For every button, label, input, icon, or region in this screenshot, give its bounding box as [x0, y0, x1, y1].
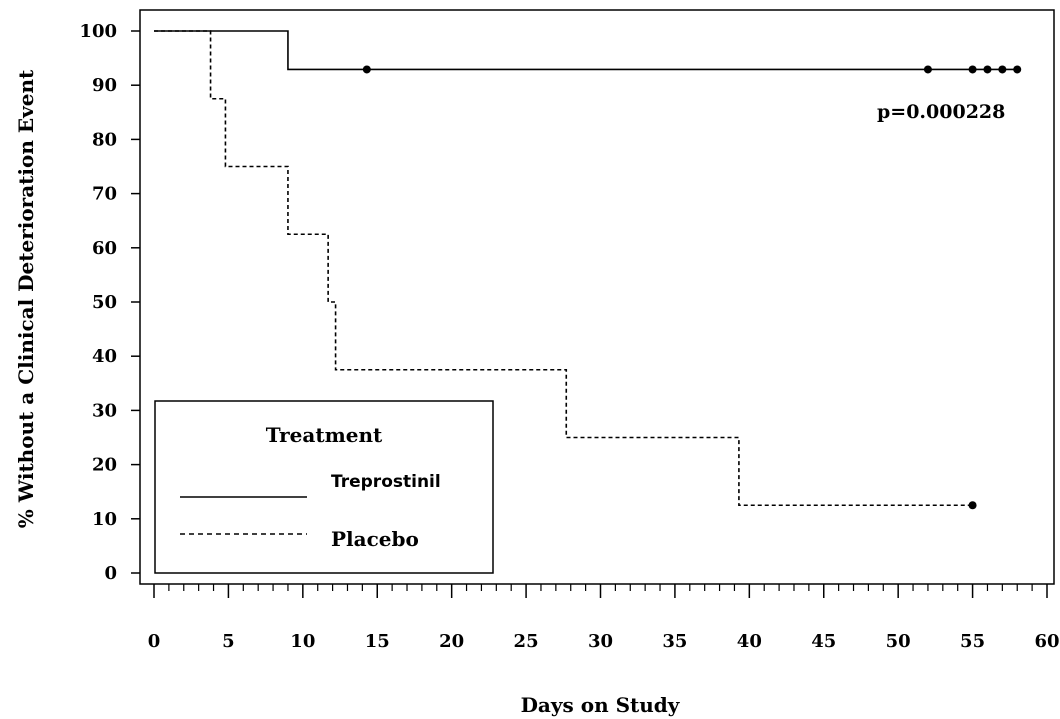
- x-tick-label: 55: [960, 631, 985, 652]
- x-tick-label: 20: [439, 631, 464, 652]
- x-tick-label: 5: [222, 631, 235, 652]
- series-lines: [154, 30, 1021, 507]
- x-tick-label: 0: [148, 631, 161, 652]
- x-tick-label: 45: [811, 631, 836, 652]
- y-tick-label: 80: [92, 129, 117, 150]
- x-tick-label: 30: [588, 631, 613, 652]
- y-tick-label: 0: [104, 563, 117, 584]
- y-tick-label: 60: [92, 238, 117, 259]
- censor-marker-treprostinil: [968, 65, 977, 74]
- censor-marker-treprostinil: [983, 65, 992, 74]
- plot-frame: [139, 9, 1055, 585]
- tick-labels: 0 5 10 15 20 25 30 35 40 45 50 55 60 0 10 20 30 40 50 60 70 8…: [79, 21, 1059, 652]
- x-tick-label: 60: [1034, 631, 1059, 652]
- x-tick-label: 15: [365, 631, 390, 652]
- censor-markers: [362, 65, 1022, 510]
- y-tick-label: 90: [92, 75, 117, 96]
- legend: Treatment Treprostinil Placebo: [154, 400, 494, 574]
- censor-marker-placebo: [968, 501, 977, 510]
- x-tick-label: 40: [737, 631, 762, 652]
- x-tick-label: 25: [514, 631, 539, 652]
- y-tick-label: 30: [92, 400, 117, 421]
- y-tick-label: 40: [92, 346, 117, 367]
- legend-label-treprostinil: Treprostinil: [331, 472, 441, 492]
- y-tick-label: 20: [92, 455, 117, 476]
- legend-title: Treatment: [266, 423, 383, 447]
- x-tick-label: 10: [290, 631, 315, 652]
- censor-marker-treprostinil: [923, 65, 932, 74]
- y-tick-label: 70: [92, 184, 117, 205]
- p-value-annotation: p=0.000228: [877, 101, 1005, 123]
- series-line-placebo: [154, 30, 973, 507]
- axis-ticks: [131, 30, 1048, 598]
- y-tick-label: 100: [79, 21, 117, 42]
- y-tick-label: 10: [92, 509, 117, 530]
- censor-marker-treprostinil: [362, 65, 371, 74]
- x-tick-label: 35: [662, 631, 687, 652]
- legend-box: [154, 400, 494, 574]
- legend-label-placebo: Placebo: [331, 527, 419, 551]
- series-line-treprostinil: [154, 30, 1021, 71]
- y-axis-label: % Without a Clinical Deterioration Event: [14, 69, 38, 528]
- x-tick-label: 50: [886, 631, 911, 652]
- censor-marker-treprostinil: [1013, 65, 1022, 74]
- censor-marker-treprostinil: [998, 65, 1007, 74]
- y-tick-label: 50: [92, 292, 117, 313]
- x-axis-label: Days on Study: [521, 693, 681, 717]
